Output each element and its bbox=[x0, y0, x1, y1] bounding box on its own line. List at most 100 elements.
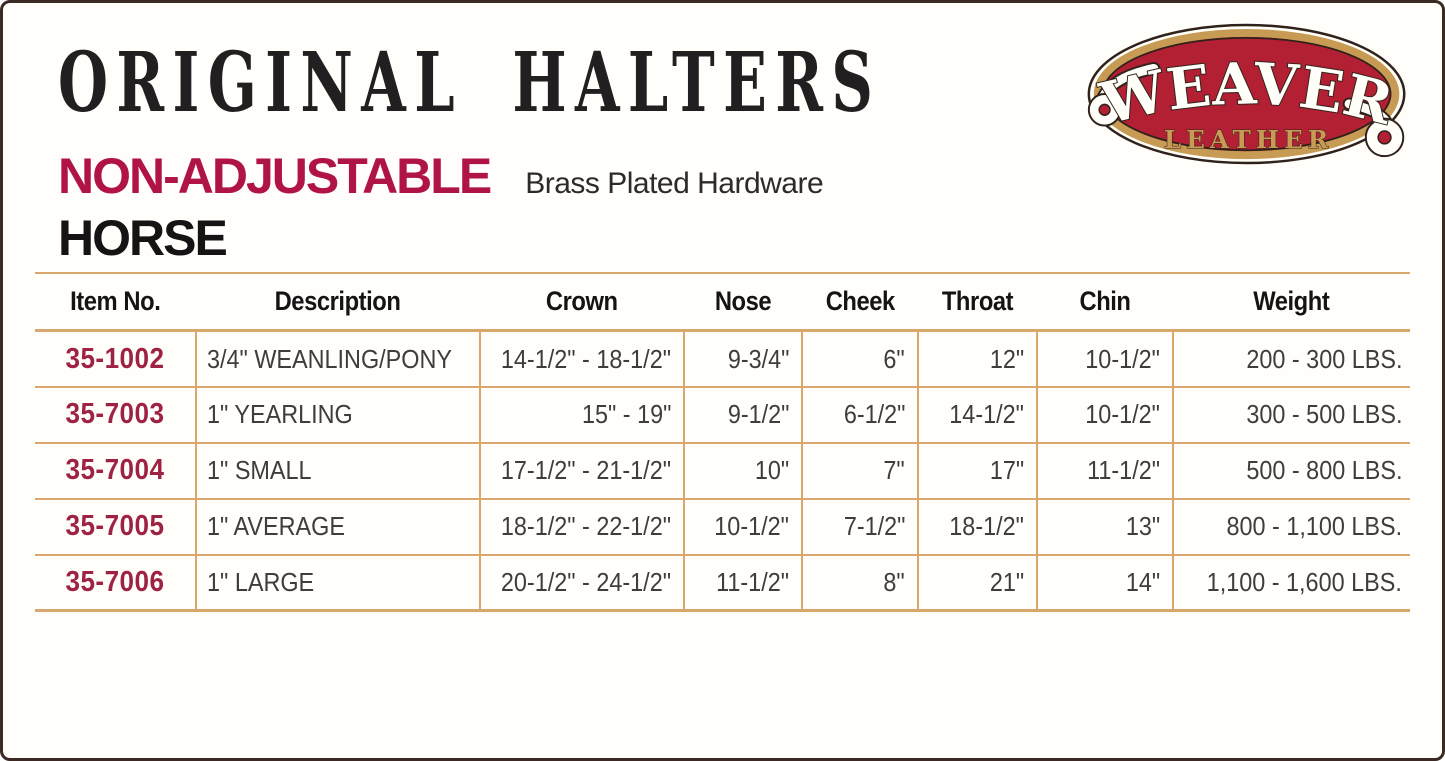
column-header-label: Description bbox=[274, 286, 401, 317]
nose-value: 9-1/2" bbox=[727, 399, 790, 430]
description-value: 1" YEARLING bbox=[206, 399, 353, 430]
cheek-cell: 7" bbox=[801, 442, 919, 500]
halter-spec-table: Item No. Description Crown Nose Cheek Throat C… bbox=[35, 271, 1410, 613]
description-value: 3/4" WEANLING/PONY bbox=[206, 343, 452, 374]
nose-value: 10-1/2" bbox=[714, 511, 790, 542]
column-header-description: Description bbox=[195, 272, 480, 333]
table-row: 35-7003 1" YEARLING 15" - 19" 9-1/2" 6-1/2" 1… bbox=[35, 386, 1410, 444]
cheek-value: 6-1/2" bbox=[843, 399, 906, 430]
item-cell: 35-1002 bbox=[35, 330, 196, 388]
nose-value: 10" bbox=[754, 455, 790, 486]
title-block: ORIGINAL HALTERS NON-ADJUSTABLE Brass Pl… bbox=[3, 3, 1442, 263]
item-value: 35-7004 bbox=[65, 454, 165, 487]
column-header-weight: Weight bbox=[1173, 272, 1410, 333]
item-value: 35-7003 bbox=[65, 398, 165, 431]
item-cell: 35-7003 bbox=[35, 386, 196, 444]
column-header-crown: Crown bbox=[479, 272, 685, 333]
column-header-label: Weight bbox=[1253, 286, 1330, 317]
cheek-value: 6" bbox=[883, 343, 906, 374]
weaver-leather-logo: WEAVER LEATHER bbox=[1087, 23, 1406, 165]
throat-cell: 17" bbox=[917, 442, 1038, 500]
column-header-label: Item No. bbox=[70, 286, 161, 317]
crown-cell: 20-1/2" - 24-1/2" bbox=[478, 554, 685, 613]
description-cell: 1" AVERAGE bbox=[194, 498, 480, 556]
table-row: 35-7004 1" SMALL 17-1/2" - 21-1/2" 10" 7" 17"… bbox=[35, 442, 1410, 500]
column-header-cheek: Cheek bbox=[802, 272, 919, 333]
table-body: 35-1002 3/4" WEANLING/PONY 14-1/2" - 18-1/… bbox=[35, 330, 1410, 613]
cheek-cell: 6" bbox=[801, 330, 919, 388]
column-header-item: Item No. bbox=[35, 272, 196, 333]
throat-cell: 12" bbox=[917, 330, 1038, 388]
crown-value: 17-1/2" - 21-1/2" bbox=[501, 455, 672, 486]
column-header-label: Throat bbox=[941, 286, 1014, 317]
crown-value: 15" - 19" bbox=[581, 399, 672, 430]
weight-cell: 300 - 500 LBS. bbox=[1172, 386, 1410, 444]
chin-value: 14" bbox=[1125, 567, 1161, 598]
weight-cell: 500 - 800 LBS. bbox=[1172, 442, 1410, 500]
column-header-throat: Throat bbox=[918, 272, 1038, 333]
item-value: 35-7006 bbox=[65, 566, 165, 599]
subtitle: NON-ADJUSTABLE bbox=[58, 147, 492, 204]
subtitle-row: NON-ADJUSTABLE Brass Plated Hardware bbox=[58, 151, 1442, 201]
crown-value: 20-1/2" - 24-1/2" bbox=[501, 567, 672, 598]
throat-value: 12" bbox=[989, 343, 1025, 374]
nose-cell: 9-3/4" bbox=[683, 330, 803, 388]
table-row: 35-7005 1" AVERAGE 18-1/2" - 22-1/2" 10-1/2… bbox=[35, 498, 1410, 556]
description-value: 1" LARGE bbox=[206, 567, 314, 598]
description-cell: 1" LARGE bbox=[194, 554, 480, 613]
weight-value: 800 - 1,100 LBS. bbox=[1226, 511, 1402, 542]
cheek-cell: 6-1/2" bbox=[801, 386, 919, 444]
item-cell: 35-7006 bbox=[35, 554, 196, 613]
description-cell: 3/4" WEANLING/PONY bbox=[194, 330, 480, 388]
crown-cell: 17-1/2" - 21-1/2" bbox=[478, 442, 685, 500]
section-title: HORSE bbox=[58, 209, 228, 266]
column-header-chin: Chin bbox=[1037, 272, 1174, 333]
item-cell: 35-7005 bbox=[35, 498, 196, 556]
table-row: 35-1002 3/4" WEANLING/PONY 14-1/2" - 18-1/… bbox=[35, 330, 1410, 388]
chin-cell: 10-1/2" bbox=[1036, 386, 1174, 444]
description-cell: 1" YEARLING bbox=[194, 386, 480, 444]
column-header-label: Cheek bbox=[825, 286, 896, 317]
crown-cell: 18-1/2" - 22-1/2" bbox=[478, 498, 685, 556]
nose-cell: 10" bbox=[683, 442, 803, 500]
cheek-cell: 7-1/2" bbox=[801, 498, 919, 556]
weight-cell: 200 - 300 LBS. bbox=[1172, 330, 1410, 388]
nose-cell: 11-1/2" bbox=[683, 554, 803, 613]
item-value: 35-7005 bbox=[65, 510, 165, 543]
chin-value: 13" bbox=[1125, 511, 1161, 542]
crown-cell: 14-1/2" - 18-1/2" bbox=[478, 330, 685, 388]
crown-cell: 15" - 19" bbox=[478, 386, 685, 444]
cheek-value: 7-1/2" bbox=[843, 511, 906, 542]
throat-value: 14-1/2" bbox=[949, 399, 1025, 430]
nose-cell: 10-1/2" bbox=[683, 498, 803, 556]
weight-cell: 1,100 - 1,600 LBS. bbox=[1172, 554, 1410, 613]
page-title: ORIGINAL HALTERS bbox=[58, 35, 882, 131]
chin-cell: 10-1/2" bbox=[1036, 330, 1174, 388]
weight-value: 300 - 500 LBS. bbox=[1245, 399, 1402, 430]
chin-value: 11-1/2" bbox=[1087, 455, 1161, 486]
cheek-cell: 8" bbox=[801, 554, 919, 613]
cheek-value: 8" bbox=[883, 567, 906, 598]
column-header-label: Chin bbox=[1079, 286, 1131, 317]
column-header-nose: Nose bbox=[684, 272, 803, 333]
throat-cell: 18-1/2" bbox=[917, 498, 1038, 556]
crown-value: 18-1/2" - 22-1/2" bbox=[501, 511, 672, 542]
chin-value: 10-1/2" bbox=[1085, 343, 1161, 374]
nose-cell: 9-1/2" bbox=[683, 386, 803, 444]
weight-value: 200 - 300 LBS. bbox=[1245, 343, 1402, 374]
table-head-row: Item No. Description Crown Nose Cheek Throat C… bbox=[35, 272, 1410, 333]
item-value: 35-1002 bbox=[65, 342, 165, 375]
throat-value: 21" bbox=[989, 567, 1025, 598]
crown-value: 14-1/2" - 18-1/2" bbox=[501, 343, 672, 374]
description-value: 1" AVERAGE bbox=[206, 511, 345, 542]
weight-cell: 800 - 1,100 LBS. bbox=[1172, 498, 1410, 556]
throat-cell: 14-1/2" bbox=[917, 386, 1038, 444]
cheek-value: 7" bbox=[883, 455, 906, 486]
description-value: 1" SMALL bbox=[206, 455, 312, 486]
table-row: 35-7006 1" LARGE 20-1/2" - 24-1/2" 11-1/2" 8… bbox=[35, 554, 1410, 613]
weight-value: 500 - 800 LBS. bbox=[1245, 455, 1402, 486]
throat-value: 17" bbox=[989, 455, 1025, 486]
subtitle-note: Brass Plated Hardware bbox=[525, 166, 824, 200]
column-header-label: Crown bbox=[546, 286, 618, 317]
